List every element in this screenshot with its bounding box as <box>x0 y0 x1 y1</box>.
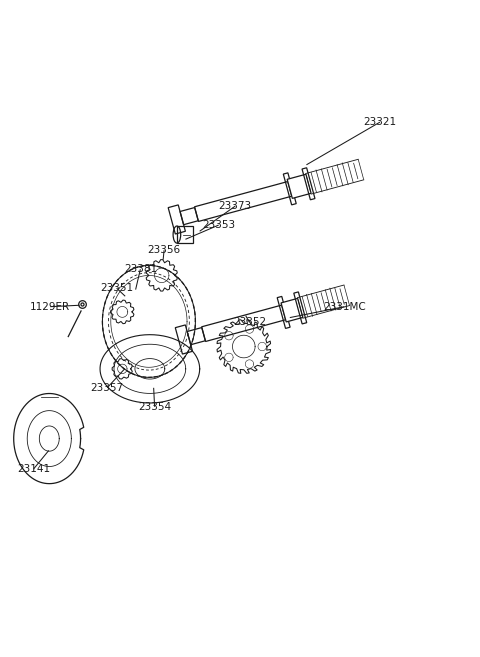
Text: 23356: 23356 <box>147 245 180 255</box>
Text: 23373: 23373 <box>219 201 252 211</box>
Text: 23351: 23351 <box>100 283 133 293</box>
Polygon shape <box>287 174 311 198</box>
Text: 23381: 23381 <box>124 264 157 274</box>
Text: 2331МC: 2331МC <box>323 302 366 311</box>
Polygon shape <box>281 298 303 322</box>
Text: 23321: 23321 <box>363 117 396 127</box>
Text: 23357: 23357 <box>91 383 124 393</box>
Text: 23352: 23352 <box>233 317 266 327</box>
Text: 23354: 23354 <box>138 402 171 412</box>
Text: 23141: 23141 <box>17 464 50 474</box>
Text: 23353: 23353 <box>202 220 235 230</box>
Text: 1129ER: 1129ER <box>30 302 70 311</box>
